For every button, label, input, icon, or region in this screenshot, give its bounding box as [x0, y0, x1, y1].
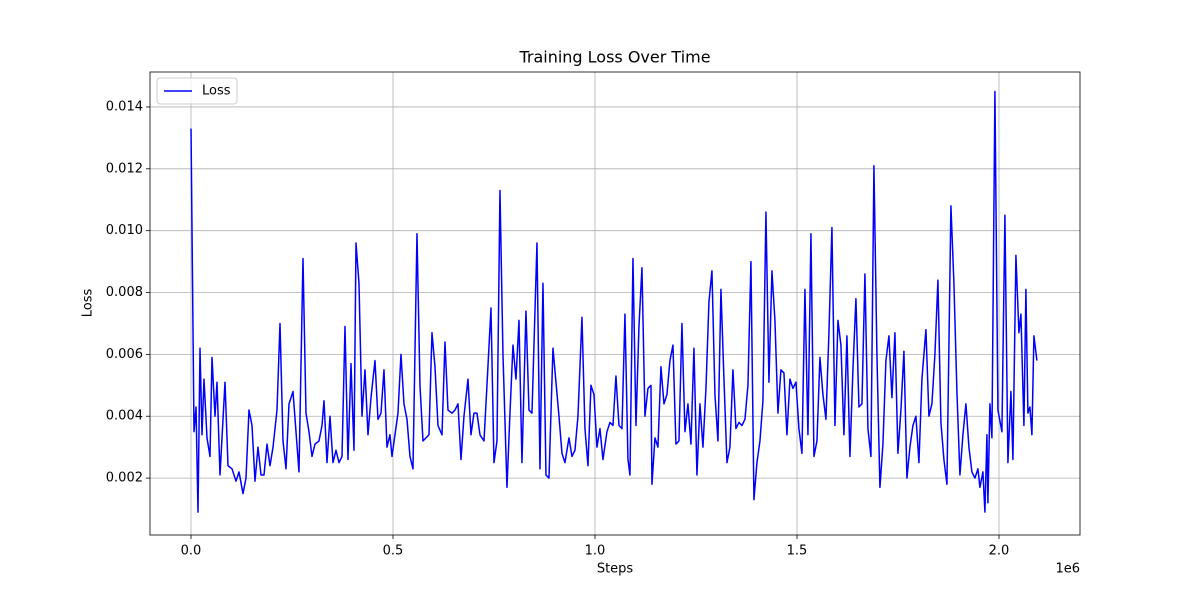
y-tick-label: 0.006: [106, 347, 143, 362]
loss-line: [190, 90, 1038, 513]
x-tick-label: 1.0: [585, 544, 606, 559]
chart-title: Training Loss Over Time: [518, 48, 710, 67]
y-tick-label: 0.012: [106, 161, 143, 176]
y-tick-label: 0.004: [106, 409, 143, 424]
y-tick-label: 0.008: [106, 285, 143, 300]
x-tick-label: 0.5: [383, 544, 404, 559]
legend-box: [156, 77, 238, 105]
y-axis-label: Loss: [81, 289, 96, 318]
x-offset-label: 1e6: [1055, 562, 1080, 577]
y-tick-label: 0.002: [106, 471, 143, 486]
x-tick-label: 2.0: [989, 544, 1010, 559]
x-axis-label: Steps: [597, 562, 634, 577]
plot-frame: [149, 71, 1081, 536]
y-tick-label: 0.014: [106, 99, 143, 114]
x-tick-label: 1.5: [787, 544, 808, 559]
y-tick-label: 0.010: [106, 223, 143, 238]
legend-label: Loss: [202, 84, 231, 99]
x-tick-label: 0.0: [181, 544, 202, 559]
